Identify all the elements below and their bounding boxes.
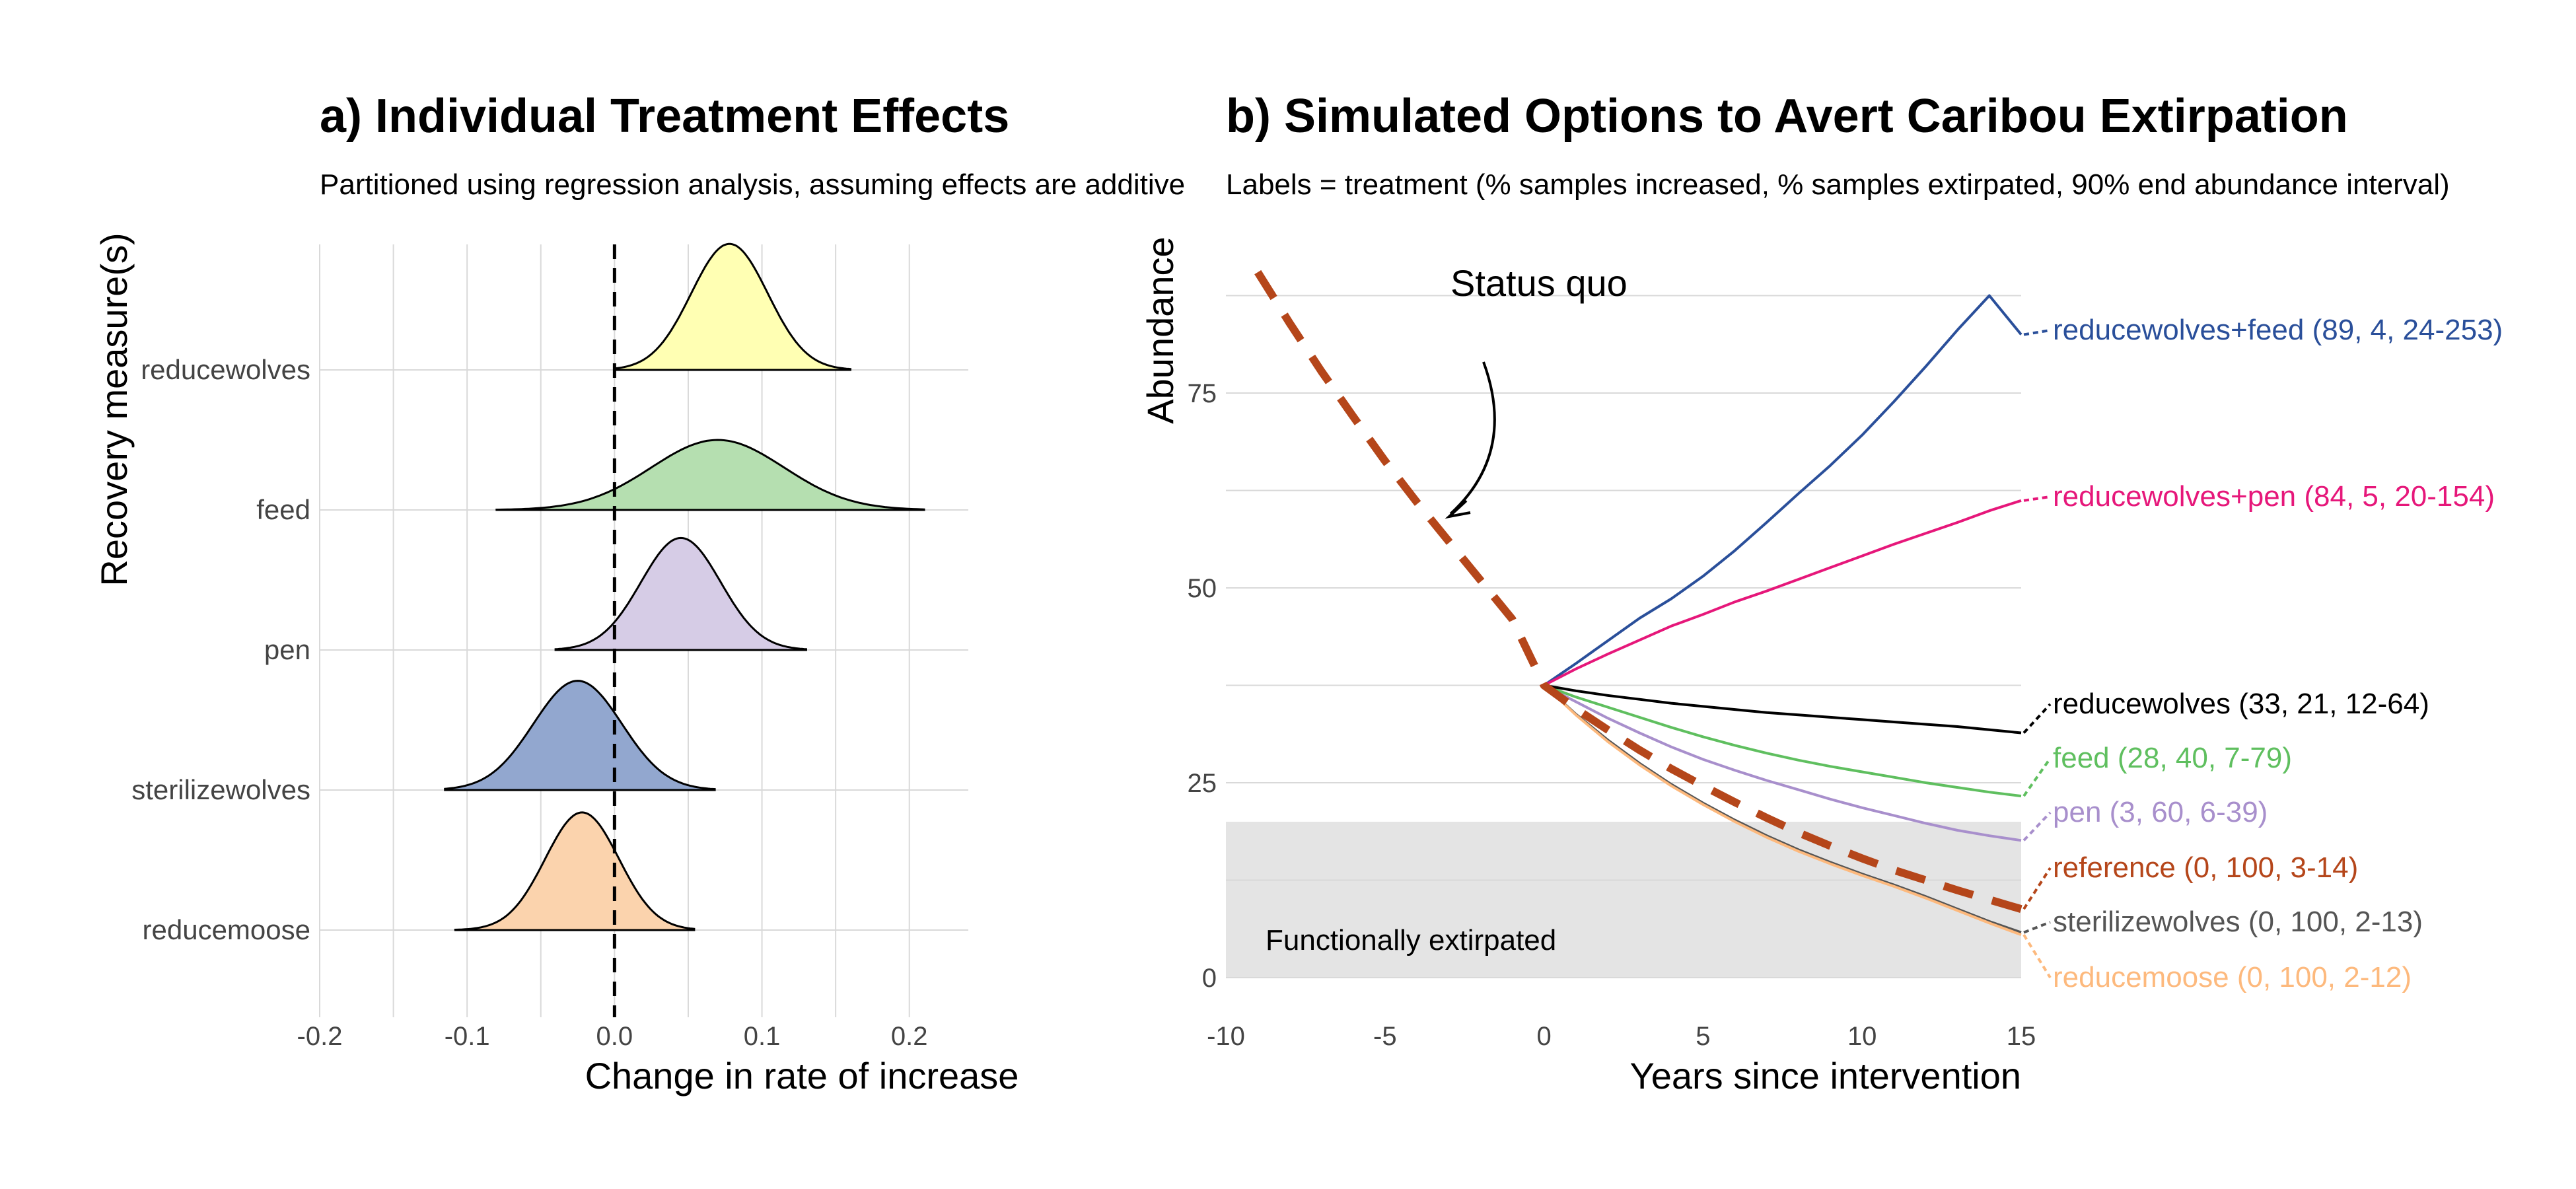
panel-b-x-axis-label: Years since intervention [1629, 1055, 2021, 1097]
x-tick-label: 0.2 [891, 1022, 928, 1051]
panel-a-ridges [444, 242, 925, 931]
panel-b-title: b) Simulated Options to Avert Caribou Ex… [1226, 90, 2348, 143]
series-line-reducewolves-feed [1543, 294, 2022, 687]
panel-a-subtitle: Partitioned using regression analysis, a… [320, 168, 1185, 201]
density-ridge [454, 811, 696, 931]
panel-b-y-axis-label: Abundance [1139, 236, 1181, 423]
label-leader [2022, 757, 2052, 797]
panel-b: b) Simulated Options to Avert Caribou Ex… [1139, 90, 2503, 1097]
panel-a-x-tick-labels: -0.2 -0.1 0.0 0.1 0.2 [297, 1022, 928, 1051]
label-leader [2023, 921, 2051, 934]
panel-a-x-axis-label: Change in rate of increase [585, 1055, 1019, 1097]
category-label: pen [264, 634, 310, 665]
y-tick-label: 25 [1188, 769, 1217, 798]
x-tick-label: 5 [1696, 1022, 1710, 1051]
label-leader [2022, 703, 2052, 734]
y-tick-label: 0 [1202, 964, 1217, 993]
panel-a-title: a) Individual Treatment Effects [320, 90, 1009, 143]
x-tick-label: -5 [1373, 1022, 1397, 1051]
extirpation-zone-label: Functionally extirpated [1266, 924, 1556, 956]
series-line-reducewolves [1544, 684, 2022, 735]
panel-b-lines [1254, 270, 2022, 936]
panel-b-grid [1226, 295, 2021, 978]
series-end-label: pen (3, 60, 6-39) [2053, 796, 2268, 828]
x-tick-label: -10 [1207, 1022, 1245, 1051]
extirpation-zone [1226, 822, 2021, 978]
panel-a-y-axis-label: Recovery measure(s) [93, 233, 135, 586]
density-ridge [495, 439, 925, 511]
y-tick-label: 50 [1188, 574, 1217, 603]
category-label: feed [256, 494, 310, 525]
category-label: reducewolves [141, 354, 310, 385]
status-quo-arrowhead [1445, 499, 1471, 519]
label-leader [2023, 329, 2051, 336]
label-leader [2022, 934, 2052, 979]
panel-a: a) Individual Treatment Effects Partitio… [93, 90, 1185, 1097]
x-tick-label: 15 [2007, 1022, 2036, 1051]
series-line-reducemoose [1543, 684, 2022, 936]
series-line-reference [1254, 270, 2022, 913]
x-tick-label: -0.2 [297, 1022, 343, 1051]
series-end-label: reducewolves (33, 21, 12-64) [2053, 688, 2429, 720]
x-tick-label: 0 [1536, 1022, 1551, 1051]
category-label: reducemoose [143, 914, 310, 945]
density-ridge [444, 680, 716, 791]
series-end-label: reference (0, 100, 3-14) [2053, 851, 2358, 884]
category-label: sterilizewolves [131, 774, 310, 805]
density-ridge [554, 536, 807, 651]
status-quo-annotation: Status quo [1450, 262, 1628, 304]
density-ridge [613, 242, 852, 371]
panel-b-x-tick-labels: -10 -5 0 5 10 15 [1207, 1022, 2036, 1051]
series-line-reducewolves-pen [1543, 499, 2022, 687]
panel-a-category-labels: reducewolves feed pen sterilizewolves reduce… [131, 354, 310, 945]
label-leader [2022, 867, 2052, 910]
panel-b-end-labels: reducewolves+feed (89, 4, 24-253) reducew… [2053, 314, 2503, 993]
label-leader [2023, 495, 2051, 502]
series-end-label: sterilizewolves (0, 100, 2-13) [2053, 906, 2423, 938]
series-end-label: reducewolves+pen (84, 5, 20-154) [2053, 480, 2495, 513]
panel-b-y-tick-labels: 0 25 50 75 [1188, 379, 1217, 993]
x-tick-label: 0.0 [596, 1022, 633, 1051]
series-end-label: reducemoose (0, 100, 2-12) [2053, 961, 2412, 993]
panel-b-subtitle: Labels = treatment (% samples increased,… [1226, 168, 2450, 201]
series-end-label: feed (28, 40, 7-79) [2053, 742, 2292, 774]
series-end-label: reducewolves+feed (89, 4, 24-253) [2053, 314, 2503, 346]
x-tick-label: 10 [1847, 1022, 1877, 1051]
series-line-feed [1543, 684, 2022, 798]
label-leader [2022, 811, 2052, 842]
panel-b-label-leaders [2022, 329, 2052, 979]
status-quo-arrow [1449, 361, 1496, 515]
y-tick-label: 75 [1188, 379, 1217, 408]
x-tick-label: -0.1 [445, 1022, 490, 1051]
x-tick-label: 0.1 [744, 1022, 781, 1051]
series-line-pen [1543, 684, 2022, 842]
